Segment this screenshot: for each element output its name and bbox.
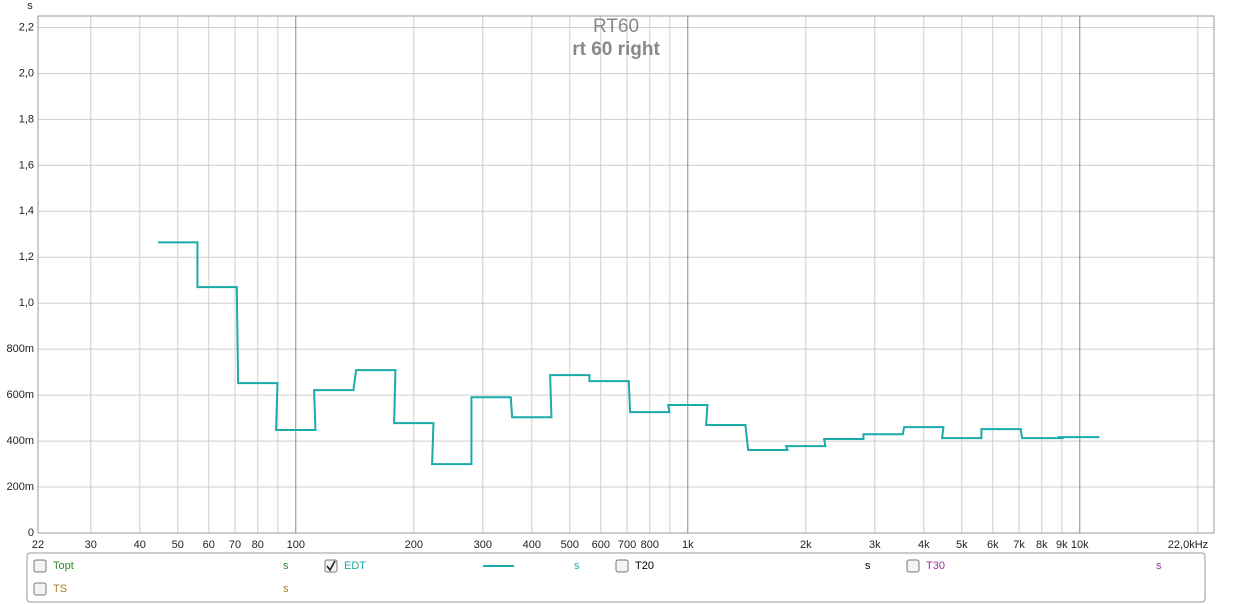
y-tick-label: 1,2 — [19, 251, 34, 263]
y-tick-label: 2,0 — [19, 67, 34, 79]
checkbox[interactable] — [906, 559, 920, 573]
x-tick-label: 6k — [987, 539, 999, 551]
x-tick-label: 700 — [618, 539, 636, 551]
y-tick-label: 400m — [6, 435, 34, 447]
checkbox[interactable] — [33, 582, 47, 596]
x-tick-label: 1k — [682, 539, 694, 551]
checkbox[interactable] — [615, 559, 629, 573]
x-tick-label: 50 — [172, 539, 184, 551]
legend-unit: s — [865, 560, 871, 572]
y-tick-label: 2,2 — [19, 21, 34, 33]
x-tick-label: 600 — [592, 539, 610, 551]
y-tick-label: 1,0 — [19, 297, 34, 309]
x-tick-label: 30 — [85, 539, 97, 551]
x-tick-label: 4k — [918, 539, 930, 551]
x-tick-label: 5k — [956, 539, 968, 551]
legend-unit: s — [574, 560, 580, 572]
data-line — [158, 241, 1100, 466]
chart-subtitle: rt 60 right — [572, 39, 660, 60]
legend-label: EDT — [344, 560, 366, 572]
x-tick-label: 500 — [561, 539, 579, 551]
x-tick-label: 22 — [32, 539, 44, 551]
y-tick-label: 200m — [6, 481, 34, 493]
y-tick-label: 1,4 — [19, 205, 34, 217]
x-tick-label: 40 — [134, 539, 146, 551]
x-tick-label: 3k — [869, 539, 881, 551]
checkbox[interactable] — [33, 559, 47, 573]
checkmark — [326, 560, 336, 572]
x-tick-label: 300 — [474, 539, 492, 551]
y-tick-label: 600m — [6, 389, 34, 401]
x-tick-label: 2k — [800, 539, 812, 551]
legend-label: Topt — [53, 560, 74, 572]
y-tick-label: 800m — [6, 343, 34, 355]
y-tick-label: 0 — [28, 527, 34, 539]
y-tick-label: 1,6 — [19, 159, 34, 171]
legend-unit: s — [283, 560, 289, 572]
x-tick-label: 400 — [523, 539, 541, 551]
x-tick-label: 22,0kHz — [1168, 539, 1208, 551]
plot-border — [37, 15, 1215, 534]
x-tick-label: 800 — [641, 539, 659, 551]
x-tick-label: 80 — [252, 539, 264, 551]
x-tick-label: 100 — [287, 539, 305, 551]
x-tick-label: 10k — [1071, 539, 1089, 551]
legend-label: T30 — [926, 560, 945, 572]
x-tick-label: 9k — [1056, 539, 1068, 551]
y-tick-label: 1,8 — [19, 113, 34, 125]
legend-unit: s — [1156, 560, 1162, 572]
legend-unit: s — [283, 583, 289, 595]
x-tick-label: 8k — [1036, 539, 1048, 551]
x-tick-label: 200 — [405, 539, 423, 551]
x-tick-label: 7k — [1013, 539, 1025, 551]
legend-label: T20 — [635, 560, 654, 572]
chart-title: RT60 — [593, 16, 639, 37]
x-tick-label: 60 — [203, 539, 215, 551]
legend-label: TS — [53, 583, 67, 595]
y-axis-label: s — [27, 0, 33, 12]
x-tick-label: 70 — [229, 539, 241, 551]
